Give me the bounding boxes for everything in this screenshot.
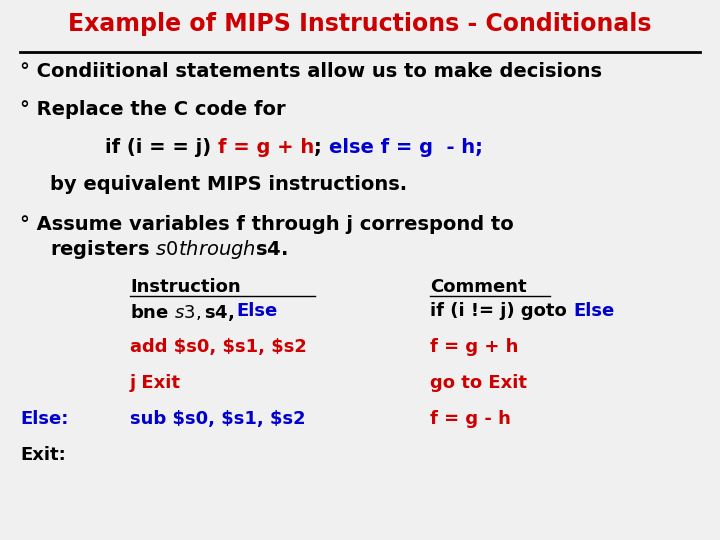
- Text: registers $s0 through $s4.: registers $s0 through $s4.: [50, 238, 288, 261]
- Text: else f = g  - h;: else f = g - h;: [328, 138, 482, 157]
- Text: if (i = = j): if (i = = j): [105, 138, 218, 157]
- Text: Else:: Else:: [20, 410, 68, 428]
- Text: add $s0, $s1, $s2: add $s0, $s1, $s2: [130, 338, 307, 356]
- Text: ° Assume variables f through j correspond to: ° Assume variables f through j correspon…: [20, 215, 514, 234]
- Text: f = g - h: f = g - h: [430, 410, 511, 428]
- Text: ;: ;: [314, 138, 328, 157]
- Text: f = g + h: f = g + h: [218, 138, 314, 157]
- Text: Example of MIPS Instructions - Conditionals: Example of MIPS Instructions - Condition…: [68, 12, 652, 36]
- Text: j Exit: j Exit: [130, 374, 181, 392]
- Text: Instruction: Instruction: [130, 278, 240, 296]
- Text: Exit:: Exit:: [20, 446, 66, 464]
- Text: Else: Else: [236, 302, 277, 320]
- Text: bne $s3, $s4,: bne $s3, $s4,: [130, 302, 236, 323]
- Text: Else: Else: [573, 302, 614, 320]
- Text: by equivalent MIPS instructions.: by equivalent MIPS instructions.: [50, 175, 407, 194]
- Text: ° Replace the C code for: ° Replace the C code for: [20, 100, 286, 119]
- Text: if (i != j) goto: if (i != j) goto: [430, 302, 573, 320]
- Text: f = g + h: f = g + h: [430, 338, 518, 356]
- Text: Comment: Comment: [430, 278, 526, 296]
- Text: ° Condiitional statements allow us to make decisions: ° Condiitional statements allow us to ma…: [20, 62, 602, 81]
- Text: go to Exit: go to Exit: [430, 374, 527, 392]
- Text: sub $s0, $s1, $s2: sub $s0, $s1, $s2: [130, 410, 305, 428]
